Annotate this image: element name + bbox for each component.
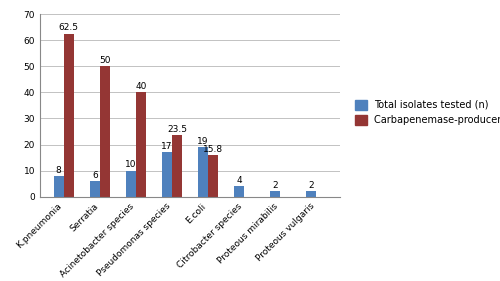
Text: 6: 6 <box>92 171 98 180</box>
Bar <box>136 92 146 197</box>
Bar <box>234 186 244 197</box>
Text: 40: 40 <box>136 82 146 91</box>
Bar <box>162 152 172 197</box>
Bar <box>54 176 64 197</box>
Text: 4: 4 <box>236 176 242 185</box>
Bar <box>270 191 280 197</box>
Text: 8: 8 <box>56 166 62 175</box>
Bar <box>126 171 136 197</box>
Text: 50: 50 <box>99 56 110 65</box>
Text: 2: 2 <box>308 181 314 190</box>
Legend: Total isolates tested (n), Carbapenemase-producers (%): Total isolates tested (n), Carbapenemase… <box>355 100 500 125</box>
Bar <box>172 135 182 197</box>
Text: 10: 10 <box>125 160 136 169</box>
Text: 23.5: 23.5 <box>167 125 187 134</box>
Text: 62.5: 62.5 <box>59 23 79 32</box>
Text: 19: 19 <box>197 137 208 146</box>
Text: 2: 2 <box>272 181 278 190</box>
Text: 17: 17 <box>161 142 172 151</box>
Bar <box>64 34 74 197</box>
Bar <box>306 191 316 197</box>
Text: 15.8: 15.8 <box>203 145 223 154</box>
Bar <box>208 155 218 197</box>
Bar <box>198 147 208 197</box>
Bar <box>90 181 100 197</box>
Bar <box>100 66 110 197</box>
